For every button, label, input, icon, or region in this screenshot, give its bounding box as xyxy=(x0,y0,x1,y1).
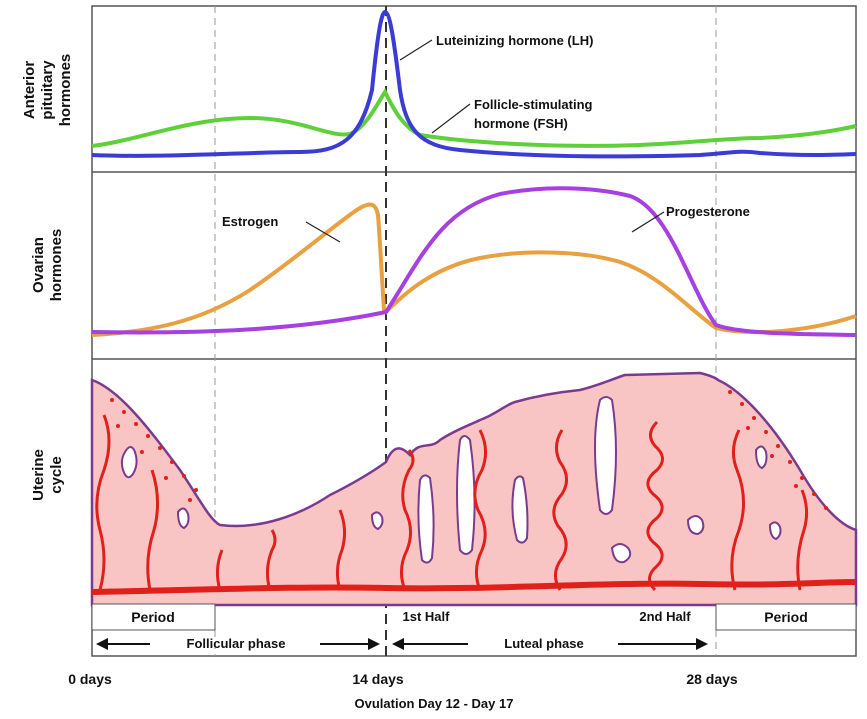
fsh-label: Follicle-stimulating hormone (FSH) xyxy=(431,97,593,134)
first-half-label: 1st Half xyxy=(403,609,451,624)
fsh-curve xyxy=(91,88,857,148)
estrogen-curve xyxy=(91,202,857,337)
lh-curve xyxy=(91,9,857,159)
tick-28-days: 28 days xyxy=(686,671,738,687)
period-left-label: Period xyxy=(131,609,175,625)
spiral-arteries xyxy=(95,414,809,592)
svg-text:Ovarian: Ovarian xyxy=(30,237,47,293)
period-right-label: Period xyxy=(764,609,808,625)
shedding-dots-right xyxy=(728,390,828,510)
diagram-frame xyxy=(91,5,857,657)
svg-text:Progesterone: Progesterone xyxy=(666,204,750,219)
uterine-panel-title: Uterine cycle xyxy=(30,449,65,501)
lh-label: Luteinizing hormone (LH) xyxy=(399,33,593,61)
svg-text:Follicle-stimulating: Follicle-stimulating xyxy=(474,97,593,112)
progesterone-curve xyxy=(91,186,857,337)
period-right-box xyxy=(715,603,857,631)
estrogen-label: Estrogen xyxy=(222,214,341,243)
tick-0-days: 0 days xyxy=(68,671,112,687)
shedding-dots-left xyxy=(110,398,198,502)
svg-text:hormones: hormones xyxy=(57,54,74,127)
svg-text:Follicular phase: Follicular phase xyxy=(187,636,286,651)
svg-text:pituitary: pituitary xyxy=(39,60,56,120)
svg-text:Uterine: Uterine xyxy=(30,449,47,501)
ovarian-panel-title: Ovarian hormones xyxy=(30,229,65,302)
second-half-label: 2nd Half xyxy=(639,609,691,624)
svg-text:hormone (FSH): hormone (FSH) xyxy=(474,116,568,131)
pituitary-panel-title: Anterior pituitary hormones xyxy=(21,54,74,127)
svg-text:Estrogen: Estrogen xyxy=(222,214,278,229)
uterine-glands xyxy=(120,396,782,564)
svg-text:cycle: cycle xyxy=(48,456,65,494)
tick-14-days: 14 days xyxy=(352,671,404,687)
svg-text:Luteal phase: Luteal phase xyxy=(504,636,583,651)
svg-text:Luteinizing hormone (LH): Luteinizing hormone (LH) xyxy=(436,33,593,48)
basal-layer xyxy=(91,579,857,595)
period-left-box xyxy=(91,603,216,631)
svg-text:Anterior: Anterior xyxy=(21,61,38,120)
svg-text:hormones: hormones xyxy=(48,229,65,302)
progesterone-label: Progesterone xyxy=(631,204,750,233)
luteal-phase-arrow: Luteal phase xyxy=(392,636,708,651)
follicular-phase-arrow: Follicular phase xyxy=(96,636,380,651)
ovulation-caption: Ovulation Day 12 - Day 17 xyxy=(355,696,514,711)
